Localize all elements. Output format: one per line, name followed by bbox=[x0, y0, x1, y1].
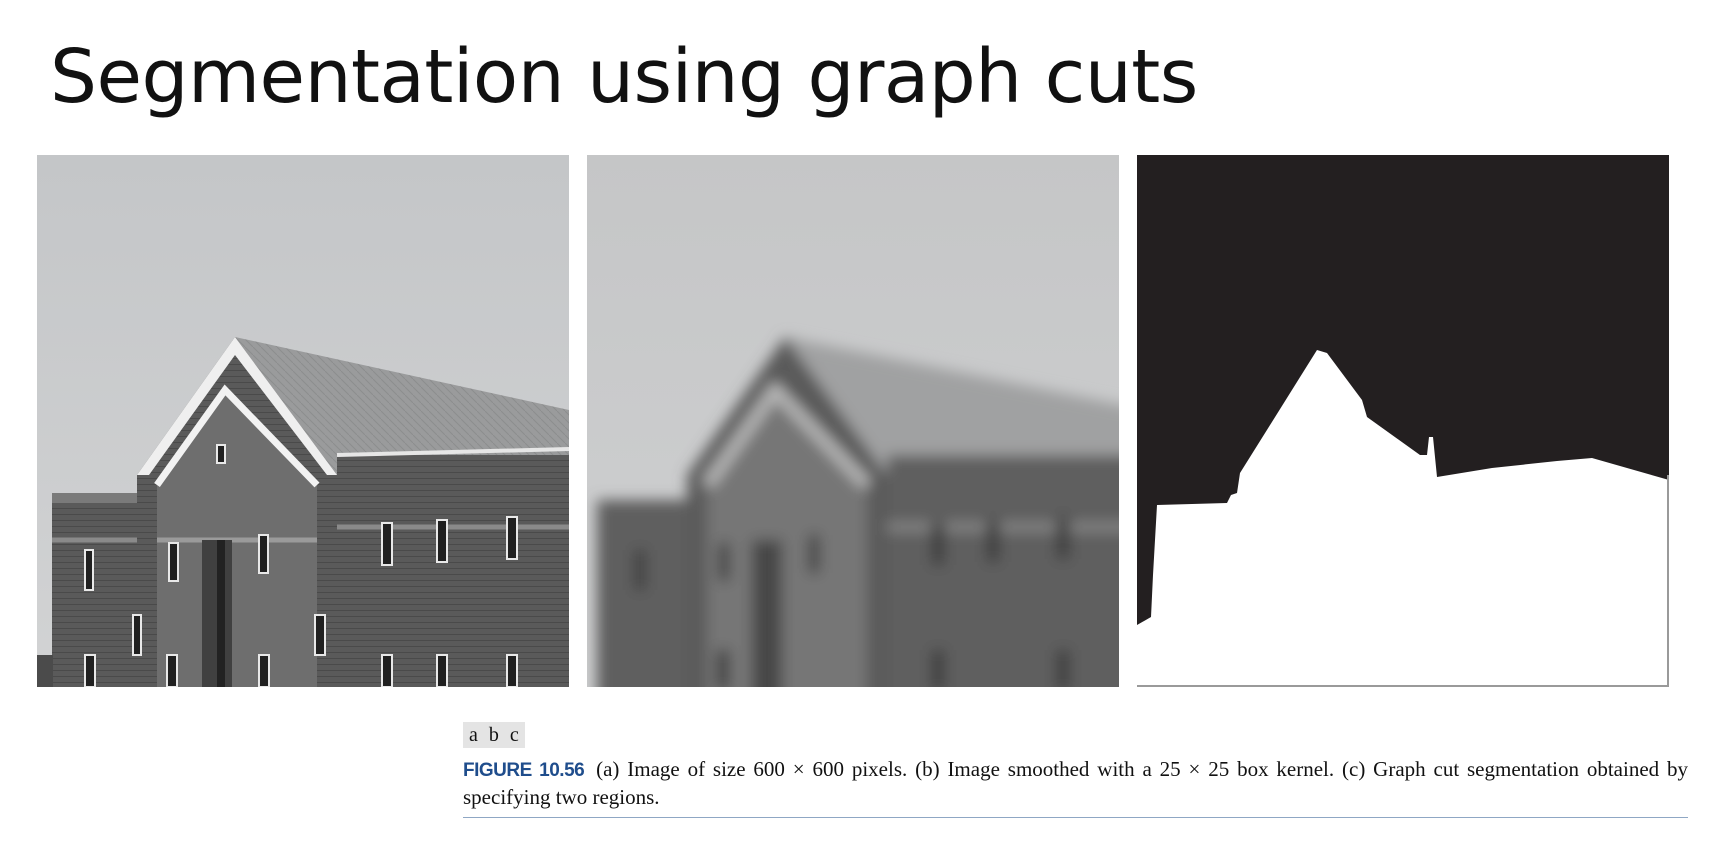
figure-panel-segmentation bbox=[1137, 155, 1669, 687]
figure-label: FIGURE 10.56 bbox=[463, 760, 585, 781]
figure-caption-block: a b c FIGURE 10.56 (a) Image of size 600… bbox=[463, 722, 1688, 818]
panel-tag-b: b bbox=[488, 724, 499, 746]
slide-title: Segmentation using graph cuts bbox=[50, 34, 1198, 120]
panel-tags: a b c bbox=[463, 722, 525, 748]
caption-body: (a) Image of size 600 × 600 pixels. (b) … bbox=[463, 757, 1689, 809]
figure-panel-smoothed bbox=[587, 155, 1119, 687]
figure-panel-original bbox=[37, 155, 569, 687]
panel-tag-c: c bbox=[509, 724, 519, 746]
smoothed-photo-image bbox=[587, 155, 1119, 687]
panel-tag-a: a bbox=[469, 724, 478, 746]
building-photo-image bbox=[37, 155, 569, 687]
figure-caption: FIGURE 10.56 (a) Image of size 600 × 600… bbox=[463, 756, 1688, 818]
segmentation-mask-image bbox=[1137, 155, 1669, 687]
